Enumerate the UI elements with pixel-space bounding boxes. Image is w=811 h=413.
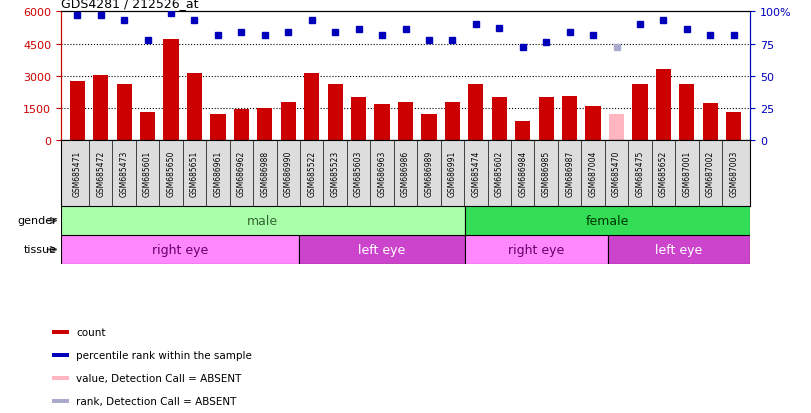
Bar: [607, 235, 750, 264]
Bar: [702, 104, 718, 140]
Text: gender: gender: [17, 216, 57, 226]
Bar: [52, 399, 69, 403]
Bar: [515, 121, 530, 140]
Bar: [304, 74, 320, 140]
Bar: [726, 113, 741, 140]
Text: GSM686989: GSM686989: [424, 150, 433, 197]
Bar: [586, 106, 601, 140]
Text: male: male: [247, 214, 278, 228]
Text: GSM686988: GSM686988: [260, 150, 269, 197]
Bar: [52, 376, 69, 380]
Text: GSM685523: GSM685523: [331, 150, 340, 197]
Bar: [281, 103, 296, 140]
Bar: [234, 109, 249, 140]
Text: GSM687003: GSM687003: [729, 150, 738, 197]
Bar: [61, 235, 298, 264]
Bar: [187, 74, 202, 140]
Text: GSM685473: GSM685473: [120, 150, 129, 197]
Bar: [298, 235, 465, 264]
Text: GSM686961: GSM686961: [213, 150, 222, 197]
Text: GSM687004: GSM687004: [589, 150, 598, 197]
Text: left eye: left eye: [655, 243, 702, 256]
Bar: [61, 206, 465, 235]
Text: GSM686962: GSM686962: [237, 150, 246, 197]
Bar: [70, 82, 85, 140]
Text: right eye: right eye: [508, 243, 564, 256]
Text: right eye: right eye: [152, 243, 208, 256]
Bar: [562, 97, 577, 140]
Bar: [656, 70, 671, 140]
Bar: [465, 206, 750, 235]
Bar: [465, 235, 607, 264]
Bar: [210, 115, 225, 140]
Bar: [633, 85, 648, 140]
Text: GSM685602: GSM685602: [495, 150, 504, 197]
Bar: [117, 85, 131, 140]
Text: GSM685471: GSM685471: [73, 150, 82, 197]
Text: GSM685472: GSM685472: [97, 150, 105, 197]
Text: GSM685650: GSM685650: [166, 150, 175, 197]
Bar: [609, 115, 624, 140]
Text: GSM685601: GSM685601: [143, 150, 152, 197]
Text: percentile rank within the sample: percentile rank within the sample: [76, 350, 252, 360]
Bar: [491, 98, 507, 140]
Bar: [444, 103, 460, 140]
Bar: [539, 98, 554, 140]
Bar: [680, 85, 694, 140]
Text: GSM686987: GSM686987: [565, 150, 574, 197]
Text: count: count: [76, 327, 106, 337]
Text: GSM685475: GSM685475: [636, 150, 645, 197]
Text: GSM685651: GSM685651: [190, 150, 199, 197]
Text: tissue: tissue: [24, 245, 57, 255]
Text: GSM686984: GSM686984: [518, 150, 527, 197]
Bar: [328, 85, 343, 140]
Bar: [375, 105, 389, 140]
Text: GDS4281 / 212526_at: GDS4281 / 212526_at: [61, 0, 199, 10]
Text: GSM685652: GSM685652: [659, 150, 668, 197]
Text: GSM685474: GSM685474: [471, 150, 480, 197]
Bar: [93, 75, 109, 140]
Text: GSM686990: GSM686990: [284, 150, 293, 197]
Bar: [52, 330, 69, 334]
Text: left eye: left eye: [358, 243, 406, 256]
Text: GSM685522: GSM685522: [307, 150, 316, 197]
Bar: [468, 85, 483, 140]
Text: female: female: [586, 214, 629, 228]
Text: GSM686985: GSM686985: [542, 150, 551, 197]
Text: GSM686963: GSM686963: [378, 150, 387, 197]
Bar: [422, 115, 436, 140]
Bar: [163, 40, 178, 140]
Bar: [398, 103, 413, 140]
Text: rank, Detection Call = ABSENT: rank, Detection Call = ABSENT: [76, 396, 237, 406]
Text: GSM686986: GSM686986: [401, 150, 410, 197]
Text: GSM685470: GSM685470: [612, 150, 621, 197]
Text: GSM686991: GSM686991: [448, 150, 457, 197]
Bar: [52, 353, 69, 357]
Bar: [140, 113, 155, 140]
Text: value, Detection Call = ABSENT: value, Detection Call = ABSENT: [76, 373, 242, 383]
Bar: [257, 109, 272, 140]
Text: GSM687001: GSM687001: [682, 150, 691, 197]
Bar: [351, 98, 367, 140]
Text: GSM685603: GSM685603: [354, 150, 363, 197]
Text: GSM687002: GSM687002: [706, 150, 714, 197]
